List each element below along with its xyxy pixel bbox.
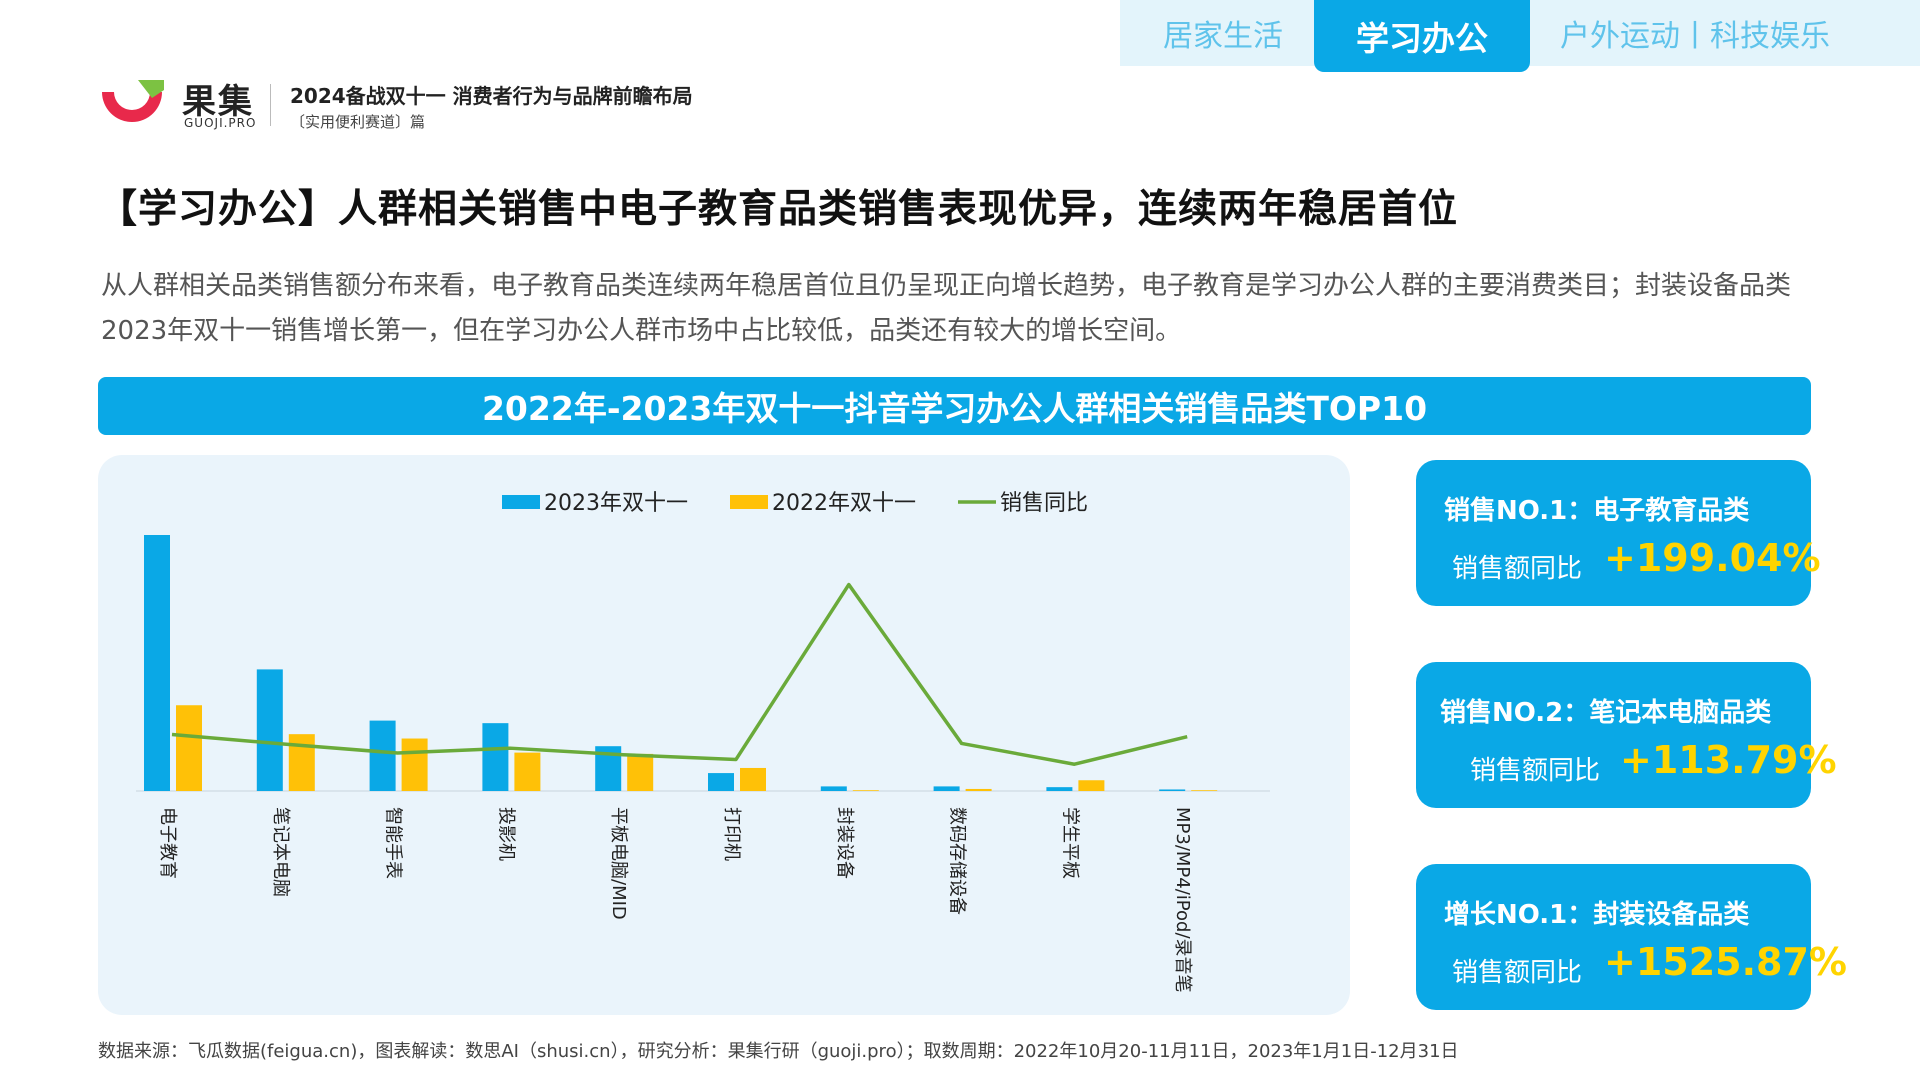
- legend-swatch: [730, 495, 768, 509]
- brand-name: 果集: [182, 82, 254, 122]
- x-tick-label: 打印机: [721, 807, 742, 861]
- bar-2022: [852, 790, 879, 791]
- bar-2023: [1159, 789, 1186, 791]
- bar-2022: [401, 738, 428, 791]
- tab-study-office[interactable]: 学习办公: [1314, 0, 1530, 72]
- card-label: 销售额同比: [1452, 958, 1583, 988]
- card-value: +1525.87%: [1604, 940, 1847, 984]
- report-title: 2024备战双十一 消费者行为与品牌前瞻布局: [290, 84, 693, 108]
- brand-logo-icon: [102, 80, 164, 122]
- tab-home-life[interactable]: 居家生活: [1163, 19, 1283, 54]
- sales-chart: 电子教育 笔记本电脑 智能手表 投影机 平板电脑/MID 打印机 封装设备 数码存储设备 学生平…: [136, 491, 1270, 993]
- highlight-card-2: 销售NO.2：笔记本电脑品类 销售额同比 +113.79%: [1416, 662, 1837, 808]
- tab-outdoor-tech[interactable]: 户外运动丨科技娱乐: [1560, 19, 1830, 54]
- data-source-footer: 数据来源：飞瓜数据(feigua.cn)，图表解读：数思AI（shusi.cn）…: [98, 1041, 1459, 1062]
- divider: [270, 84, 271, 126]
- bar-2022: [1191, 790, 1218, 791]
- bar-2022: [1078, 780, 1105, 791]
- card-title: 增长NO.1：封装设备品类: [1444, 900, 1750, 930]
- bar-2023: [482, 723, 509, 791]
- x-tick-label: 学生平板: [1059, 807, 1080, 879]
- x-tick-label: 智能手表: [383, 807, 404, 879]
- report-subtitle: 〔实用便利赛道〕篇: [290, 113, 426, 131]
- page-description: 从人群相关品类销售额分布来看，电子教育品类连续两年稳居首位且仍呈现正向增长趋势，…: [101, 271, 1792, 346]
- bar-2022: [740, 767, 766, 791]
- legend-label: 销售同比: [1000, 491, 1088, 516]
- bar-2022: [514, 752, 541, 791]
- bar-2023: [144, 535, 170, 791]
- x-tick-label: MP3/MP4/iPod/录音笔: [1172, 807, 1193, 993]
- legend-label: 2022年双十一: [772, 491, 916, 516]
- bar-2022: [288, 734, 315, 791]
- legend-label: 2023年双十一: [544, 491, 688, 516]
- x-tick-label: 投影机: [495, 807, 516, 861]
- bar-2022: [965, 788, 992, 791]
- bar-2023: [256, 669, 283, 791]
- bar-2022: [627, 753, 654, 791]
- bar-2023: [1046, 787, 1073, 791]
- bar-2023: [820, 786, 847, 791]
- card-label: 销售额同比: [1452, 554, 1583, 584]
- card-title: 销售NO.1：电子教育品类: [1444, 496, 1750, 526]
- card-value: +199.04%: [1604, 536, 1821, 580]
- x-tick-label: 数码存储设备: [947, 807, 968, 915]
- highlight-card-3: 增长NO.1：封装设备品类 销售额同比 +1525.87%: [1416, 864, 1847, 1010]
- bar-2023: [369, 720, 396, 791]
- x-tick-label: 电子教育: [157, 807, 178, 879]
- legend-swatch: [502, 495, 540, 509]
- card-value: +113.79%: [1620, 738, 1837, 782]
- chart-title-banner: 2022年-2023年双十一抖音学习办公人群相关销售品类TOP10: [98, 377, 1811, 435]
- x-tick-label: 封装设备: [834, 807, 855, 879]
- card-label: 销售额同比: [1470, 756, 1601, 786]
- yoy-line: [171, 582, 1188, 766]
- bar-2023: [933, 786, 960, 791]
- page-title: 【学习办公】人群相关销售中电子教育品类销售表现优异，连续两年稳居首位: [98, 187, 1459, 232]
- x-tick-label: 笔记本电脑: [270, 807, 291, 897]
- brand-domain: GUOJI.PRO: [184, 116, 257, 130]
- bar-2023: [708, 773, 734, 791]
- x-tick-label: 平板电脑/MID: [608, 807, 629, 920]
- bar-2022: [176, 705, 202, 791]
- card-title: 销售NO.2：笔记本电脑品类: [1440, 698, 1772, 728]
- highlight-card-1: 销售NO.1：电子教育品类 销售额同比 +199.04%: [1416, 460, 1821, 606]
